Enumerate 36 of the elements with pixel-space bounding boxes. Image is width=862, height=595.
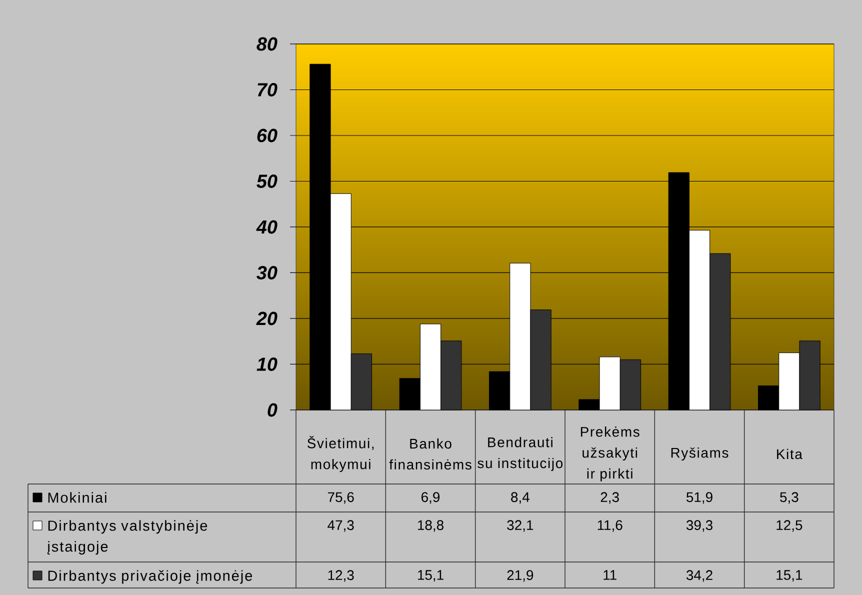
- y-tick-label: 60: [257, 128, 278, 142]
- data-label: 39,3: [686, 520, 712, 532]
- data-label: 75,6: [328, 492, 354, 504]
- y-tick-label: 40: [256, 220, 278, 234]
- x-tick-label: Bendrauti su institucijo: [478, 437, 563, 471]
- data-label: 21,9: [507, 570, 534, 582]
- x-tick-label: Kita: [777, 448, 802, 460]
- y-tick-label: 50: [256, 174, 278, 188]
- data-label: 11,6: [598, 520, 622, 532]
- data-label: 34,2: [686, 570, 712, 582]
- x-tick-label: Ryšiams: [671, 447, 728, 461]
- y-tick-label: 80: [256, 37, 278, 51]
- data-label: 18,8: [418, 520, 444, 532]
- data-label: 11: [604, 570, 616, 580]
- data-label: 15,1: [776, 570, 802, 582]
- data-label: 8,4: [511, 492, 530, 504]
- y-tick-label: 20: [256, 312, 278, 326]
- legend-label: Mokiniai: [48, 492, 106, 503]
- legend-label: Dirbantys valstybinėje įstaigoje: [47, 520, 208, 555]
- legend-label: Dirbantys privačioje įmonėje: [48, 570, 252, 584]
- data-label: 15,1: [418, 570, 444, 582]
- x-tick-label: Prekėms užsakyti ir pirkti: [580, 426, 640, 482]
- y-tick-label: 70: [258, 83, 278, 96]
- data-label: 6,9: [422, 492, 440, 504]
- y-tick-label: 10: [256, 358, 278, 371]
- data-label: 32,1: [507, 520, 534, 532]
- data-label: 12,5: [776, 520, 802, 532]
- data-label: 51,9: [686, 492, 712, 504]
- data-label: 12,3: [328, 570, 354, 582]
- data-label: 2,3: [600, 492, 619, 504]
- x-tick-label: Banko finansinėms: [389, 438, 472, 470]
- y-tick-label: 30: [256, 266, 278, 280]
- y-tick-label: 0: [268, 403, 278, 417]
- data-label: 5,3: [780, 492, 798, 504]
- x-tick-label: Švietimui, mokymui: [307, 436, 374, 472]
- data-label: 47,3: [328, 520, 354, 532]
